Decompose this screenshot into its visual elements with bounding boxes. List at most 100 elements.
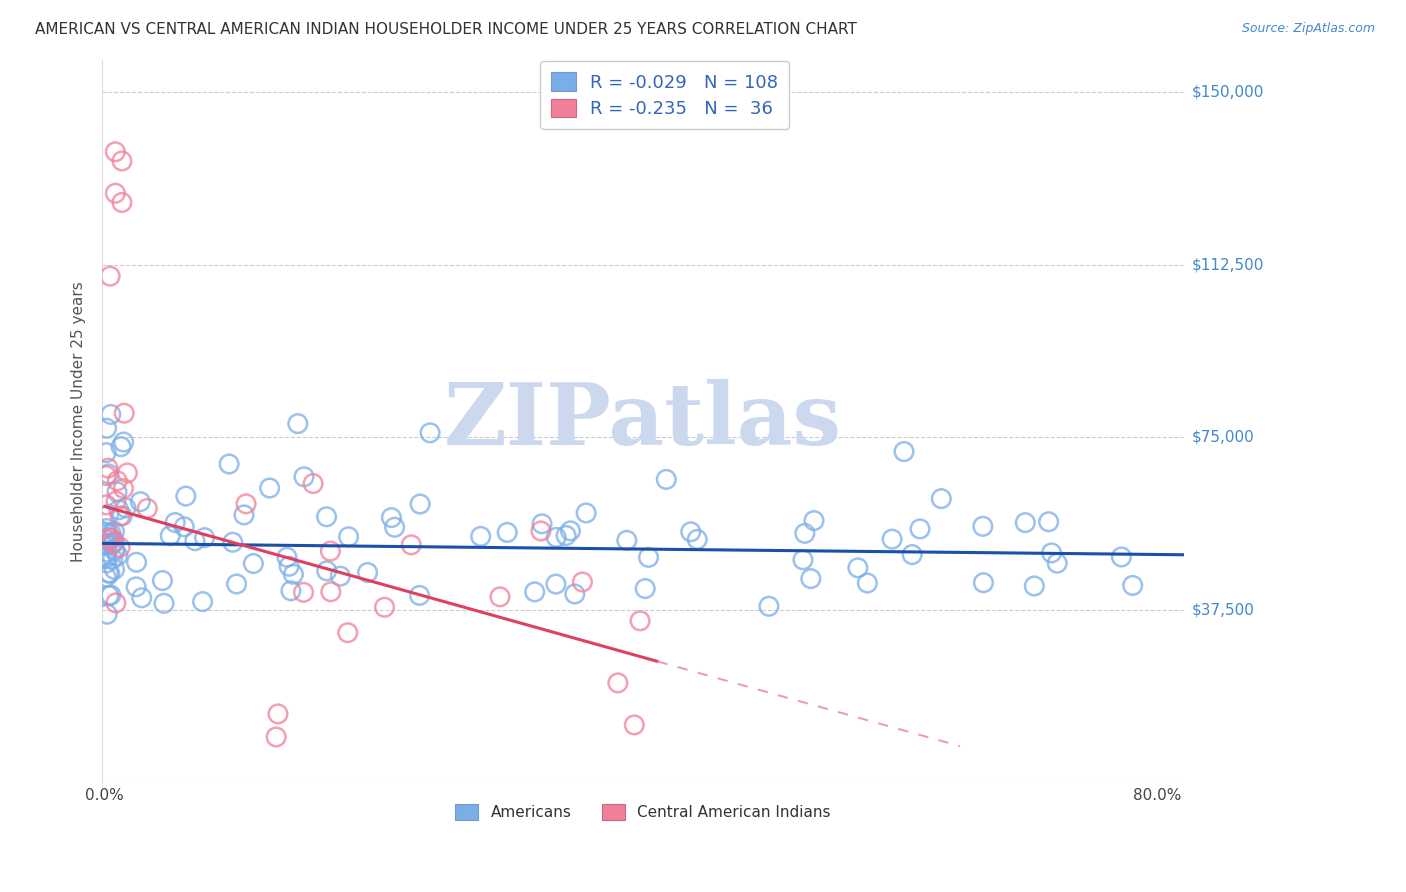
Point xyxy=(96,570,118,584)
Point xyxy=(104,186,127,201)
Point xyxy=(100,588,122,602)
Point xyxy=(374,600,396,615)
Point xyxy=(96,522,118,536)
Point xyxy=(287,417,309,431)
Point xyxy=(1014,516,1036,530)
Point xyxy=(356,566,378,580)
Point xyxy=(97,531,120,545)
Point xyxy=(96,445,118,459)
Point xyxy=(108,541,131,555)
Point xyxy=(616,533,638,548)
Point xyxy=(319,544,342,558)
Point xyxy=(103,534,125,549)
Point xyxy=(893,444,915,458)
Point xyxy=(292,585,315,599)
Point xyxy=(105,474,128,488)
Point xyxy=(1024,579,1046,593)
Point xyxy=(136,501,159,516)
Point xyxy=(242,557,264,571)
Point xyxy=(401,538,423,552)
Point xyxy=(337,530,360,544)
Point xyxy=(105,484,128,499)
Point xyxy=(1046,556,1069,570)
Point xyxy=(880,532,903,546)
Point xyxy=(112,435,135,450)
Point xyxy=(96,525,118,540)
Point xyxy=(184,533,207,548)
Point xyxy=(222,535,245,549)
Point xyxy=(96,526,118,541)
Point xyxy=(575,506,598,520)
Point xyxy=(489,590,512,604)
Point xyxy=(803,514,825,528)
Point xyxy=(1111,549,1133,564)
Text: $150,000: $150,000 xyxy=(1192,85,1264,99)
Point xyxy=(105,494,128,508)
Point xyxy=(111,153,134,168)
Point xyxy=(560,524,582,538)
Point xyxy=(117,466,139,480)
Point xyxy=(97,566,120,580)
Point xyxy=(908,522,931,536)
Point xyxy=(97,467,120,481)
Point xyxy=(104,543,127,558)
Point xyxy=(546,530,568,544)
Point xyxy=(96,607,118,622)
Point xyxy=(96,550,118,565)
Point xyxy=(233,508,256,522)
Text: ZIPatlas: ZIPatlas xyxy=(444,379,842,463)
Point xyxy=(530,516,553,531)
Point xyxy=(96,468,118,483)
Point xyxy=(1040,546,1063,560)
Text: $37,500: $37,500 xyxy=(1192,603,1256,618)
Point xyxy=(292,469,315,483)
Point xyxy=(637,550,659,565)
Point xyxy=(107,503,129,517)
Point xyxy=(112,406,135,420)
Point xyxy=(125,555,148,569)
Text: Source: ZipAtlas.com: Source: ZipAtlas.com xyxy=(1241,22,1375,36)
Point xyxy=(972,519,994,533)
Point xyxy=(153,596,176,610)
Point xyxy=(929,491,952,506)
Point xyxy=(496,525,519,540)
Point xyxy=(259,481,281,495)
Point xyxy=(380,510,402,524)
Point xyxy=(856,576,879,591)
Point xyxy=(276,550,298,565)
Legend: Americans, Central American Indians: Americans, Central American Indians xyxy=(450,797,837,826)
Point xyxy=(96,536,118,550)
Point xyxy=(409,497,432,511)
Point xyxy=(97,508,120,522)
Point xyxy=(523,585,546,599)
Point xyxy=(793,526,815,541)
Point xyxy=(152,574,174,588)
Point xyxy=(159,529,181,543)
Point xyxy=(103,524,125,539)
Point xyxy=(191,594,214,608)
Point xyxy=(98,566,121,581)
Point xyxy=(108,509,131,524)
Point xyxy=(100,408,122,422)
Point xyxy=(280,583,302,598)
Point xyxy=(129,494,152,508)
Point xyxy=(846,561,869,575)
Point xyxy=(101,537,124,551)
Point xyxy=(97,589,120,603)
Point xyxy=(174,489,197,503)
Point xyxy=(225,577,247,591)
Point xyxy=(173,520,195,534)
Point xyxy=(264,730,287,744)
Point xyxy=(110,440,132,454)
Point xyxy=(103,535,125,549)
Point xyxy=(679,524,702,539)
Text: $112,500: $112,500 xyxy=(1192,257,1264,272)
Point xyxy=(302,476,325,491)
Point xyxy=(564,587,586,601)
Point xyxy=(96,421,118,435)
Point xyxy=(623,718,645,732)
Point xyxy=(100,527,122,541)
Point xyxy=(628,614,651,628)
Point xyxy=(104,145,127,159)
Point xyxy=(115,500,138,515)
